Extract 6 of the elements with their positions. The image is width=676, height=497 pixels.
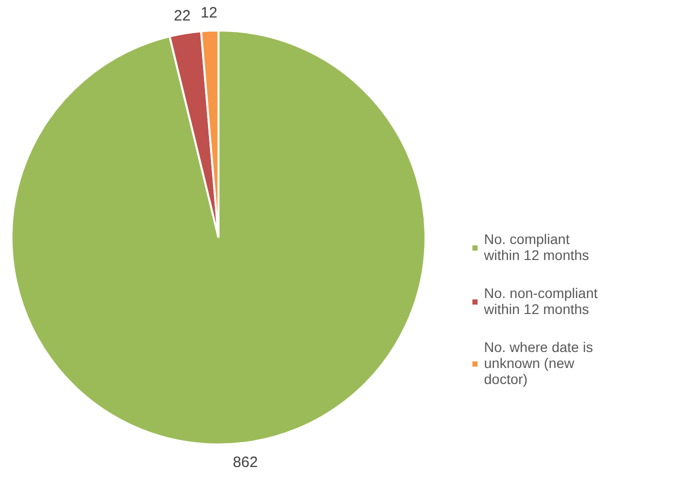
legend-label: No. where date is unknown (new doctor) xyxy=(484,339,593,387)
data-label: 22 xyxy=(174,7,191,24)
data-label: 12 xyxy=(200,4,218,22)
legend-label: No. non-compliant within 12 months xyxy=(484,285,598,317)
legend-label: No. compliant within 12 months xyxy=(484,231,590,263)
data-label: 862 xyxy=(232,454,258,472)
